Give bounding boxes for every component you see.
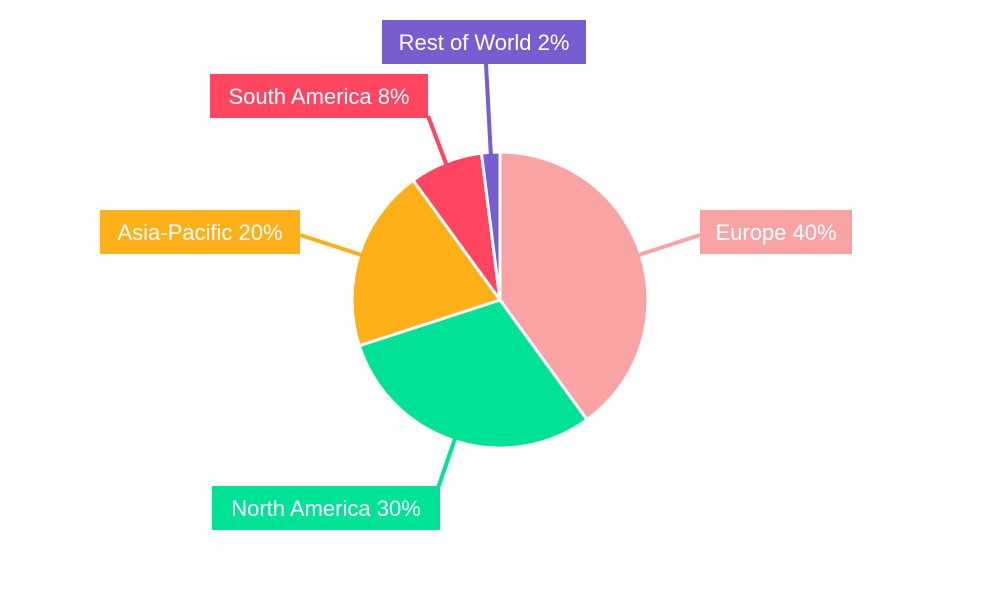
slices: [350, 150, 650, 450]
data-label-asia-pacific: Asia-Pacific 20%: [117, 220, 282, 245]
label-box-rest-of-world: [382, 20, 586, 64]
leader-line-north-america: [436, 438, 457, 489]
leader-line-asia-pacific: [299, 233, 362, 257]
data-label-rest-of-world: Rest of World 2%: [399, 30, 570, 55]
data-label-north-america: North America 30%: [231, 496, 421, 521]
data-label-south-america: South America 8%: [229, 84, 410, 109]
leader-line-rest-of-world: [484, 63, 493, 155]
label-box-south-america: [210, 74, 428, 118]
data-label-europe: Europe 40%: [715, 220, 836, 245]
labels: Europe 40% North America 30% Asia-Pacific …: [100, 20, 852, 530]
label-box-europe: [700, 210, 852, 254]
leader-line-south-america: [426, 115, 449, 165]
label-box-asia-pacific: [100, 210, 300, 254]
leader-line-europe: [638, 233, 701, 257]
label-box-north-america: [212, 486, 440, 530]
